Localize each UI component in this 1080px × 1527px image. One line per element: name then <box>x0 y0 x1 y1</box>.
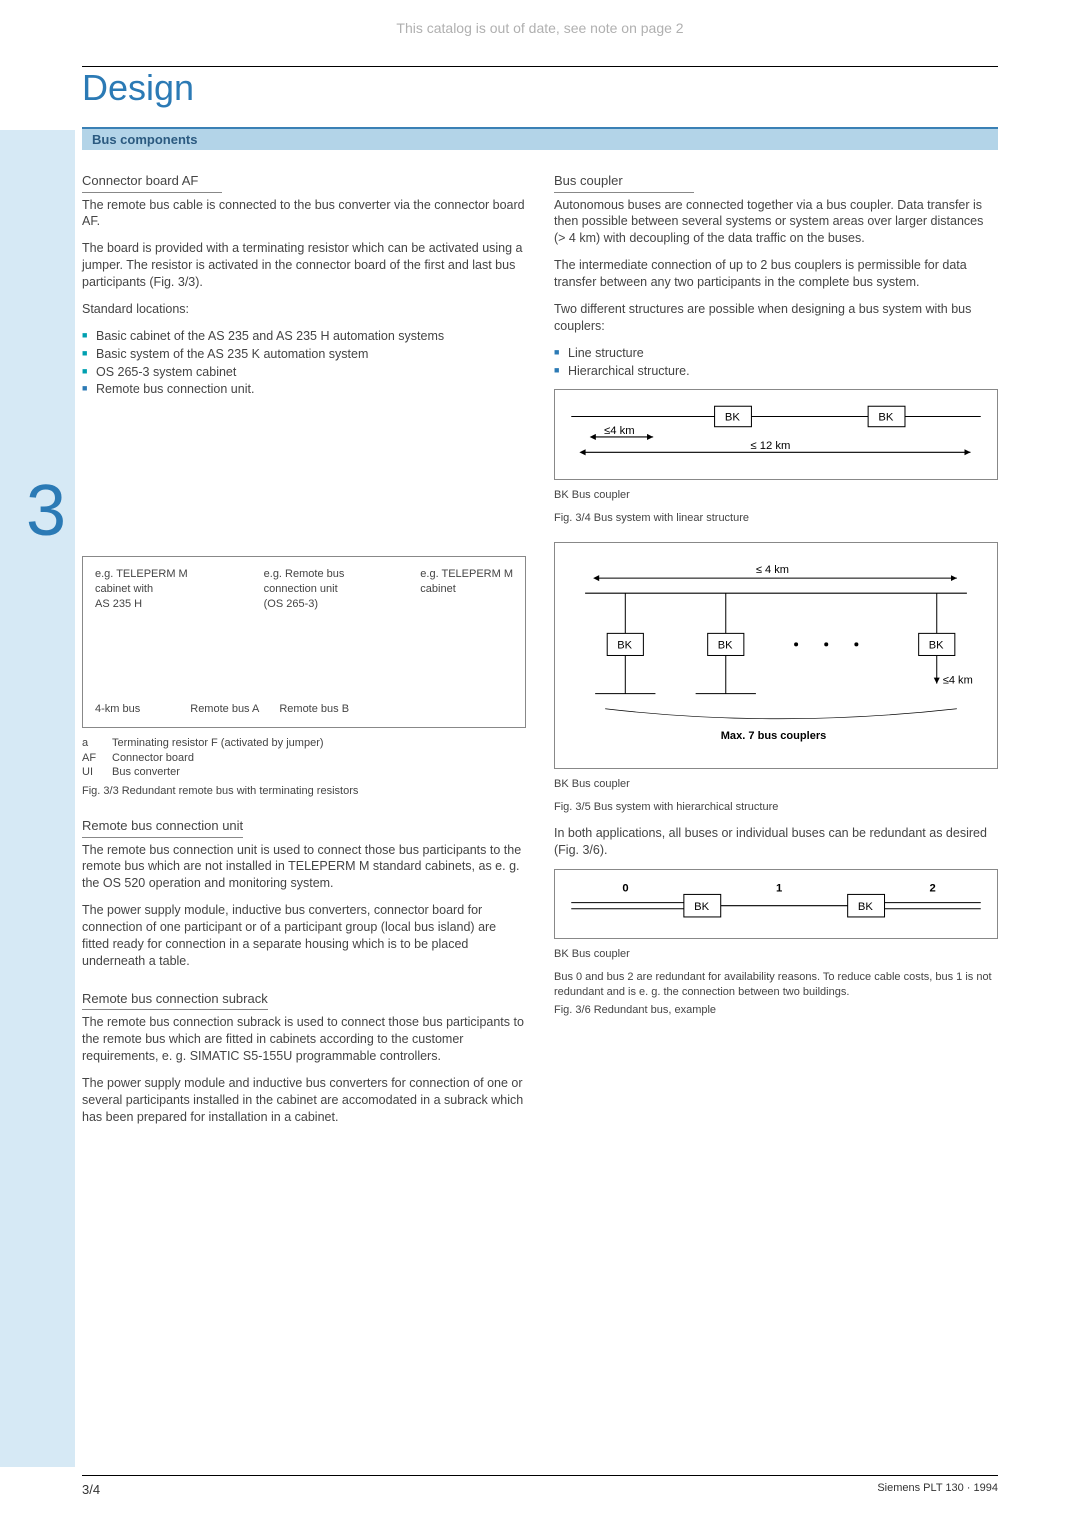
figure-3-6: 0 1 2 BK BK <box>554 869 998 939</box>
content: Connector board AF The remote bus cable … <box>82 162 998 1136</box>
fig-label: 4-km bus <box>95 702 140 717</box>
top-note: This catalog is out of date, see note on… <box>0 0 1080 66</box>
figure-3-3: e.g. TELEPERM Mcabinet withAS 235 H e.g.… <box>82 556 526 727</box>
svg-text:BK: BK <box>718 639 733 651</box>
fig-label: e.g. TELEPERM Mcabinet withAS 235 H <box>95 567 188 612</box>
svg-text:1: 1 <box>776 882 782 894</box>
svg-text:≤4 km: ≤4 km <box>604 425 635 437</box>
left-column: Connector board AF The remote bus cable … <box>82 162 526 1136</box>
figure-caption: Fig. 3/6 Redundant bus, example <box>554 1003 998 1018</box>
list-item: OS 265-3 system cabinet <box>82 364 526 381</box>
list-item: Basic system of the AS 235 K automation … <box>82 346 526 363</box>
fig-label: e.g. TELEPERM Mcabinet <box>420 567 513 612</box>
svg-text:0: 0 <box>622 882 628 894</box>
list: Basic cabinet of the AS 235 and AS 235 H… <box>82 328 526 399</box>
p: In both applications, all buses or indiv… <box>554 825 998 859</box>
svg-text:BK: BK <box>617 639 632 651</box>
list-item: Basic cabinet of the AS 235 and AS 235 H… <box>82 328 526 345</box>
footer: 3/4 Siemens PLT 130 · 1994 <box>82 1475 998 1497</box>
list-item: Remote bus connection unit. <box>82 381 526 398</box>
legend: BK Bus coupler <box>554 777 998 792</box>
list-item: Line structure <box>554 345 998 362</box>
sidebar <box>0 130 75 1467</box>
subhead-coupler: Bus coupler <box>554 172 694 193</box>
p: The intermediate connection of up to 2 b… <box>554 257 998 291</box>
figure-3-5: ≤ 4 km BK BK BK ≤4 km Max. 7 bus coupler… <box>554 542 998 770</box>
fig-label: e.g. Remote busconnection unit(OS 265-3) <box>264 567 345 612</box>
p: The power supply module and inductive bu… <box>82 1075 526 1126</box>
figure-caption: Fig. 3/4 Bus system with linear structur… <box>554 511 998 526</box>
fig-label: Remote bus A <box>190 702 259 717</box>
legend: BK Bus coupler <box>554 488 998 503</box>
p: Standard locations: <box>82 301 526 318</box>
p: Two different structures are possible wh… <box>554 301 998 335</box>
note: Bus 0 and bus 2 are redundant for availa… <box>554 970 998 1000</box>
p: Autonomous buses are connected together … <box>554 197 998 248</box>
svg-text:≤ 4 km: ≤ 4 km <box>756 564 789 576</box>
svg-text:Max. 7 bus couplers: Max. 7 bus couplers <box>721 729 827 741</box>
fig-label: Remote bus B <box>279 702 349 717</box>
legend: BK Bus coupler <box>554 947 998 962</box>
p: The remote bus connection subrack is use… <box>82 1014 526 1065</box>
svg-text:BK: BK <box>878 412 894 424</box>
svg-text:BK: BK <box>694 901 710 913</box>
subhead-connector: Connector board AF <box>82 172 222 193</box>
page-number: 3/4 <box>82 1482 100 1497</box>
list: Line structure Hierarchical structure. <box>554 345 998 380</box>
page-title: Design <box>82 67 1080 109</box>
subhead-rbcs: Remote bus connection subrack <box>82 990 268 1011</box>
figure-caption: Fig. 3/5 Bus system with hierarchical st… <box>554 800 998 815</box>
svg-text:BK: BK <box>858 901 874 913</box>
list-item: Hierarchical structure. <box>554 363 998 380</box>
p: The board is provided with a terminating… <box>82 240 526 291</box>
svg-text:BK: BK <box>725 412 741 424</box>
chapter-number: 3 <box>26 470 66 552</box>
p: The power supply module, inductive bus c… <box>82 902 526 970</box>
section-strip: Bus components <box>82 127 998 150</box>
right-column: Bus coupler Autonomous buses are connect… <box>554 162 998 1136</box>
svg-text:≤4 km: ≤4 km <box>943 674 973 686</box>
svg-text:≤ 12 km: ≤ 12 km <box>750 441 790 453</box>
svg-text:BK: BK <box>929 639 944 651</box>
subhead-rbcu: Remote bus connection unit <box>82 817 243 838</box>
figure-3-4: BK BK ≤4 km ≤ 12 km <box>554 389 998 480</box>
figure-caption: Fig. 3/3 Redundant remote bus with termi… <box>82 784 526 799</box>
imprint: Siemens PLT 130 · 1994 <box>877 1482 998 1497</box>
p: The remote bus cable is connected to the… <box>82 197 526 231</box>
p: The remote bus connection unit is used t… <box>82 842 526 893</box>
legend: aTerminating resistor F (activated by ju… <box>82 736 526 781</box>
svg-text:2: 2 <box>930 882 936 894</box>
